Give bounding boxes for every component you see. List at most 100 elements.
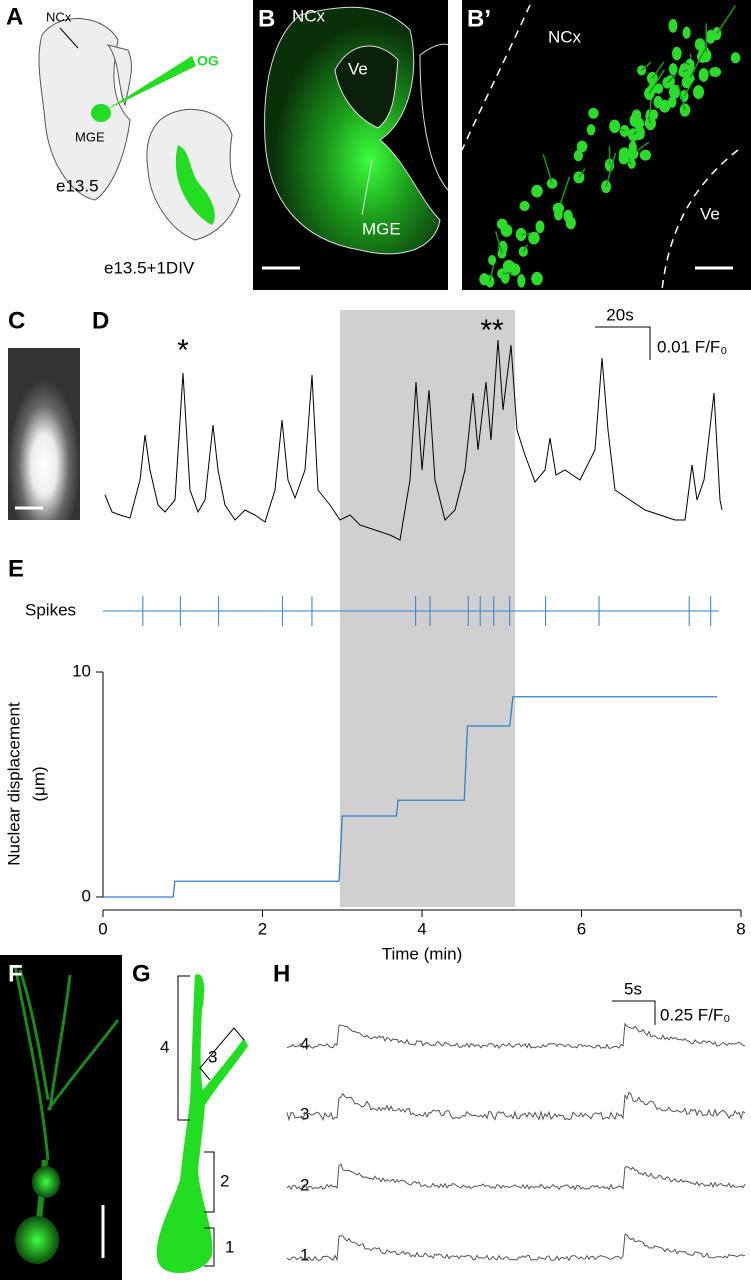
cell	[576, 140, 588, 153]
process	[648, 69, 666, 94]
scale-label: 20s	[606, 305, 633, 324]
cell	[682, 26, 691, 39]
bracket	[204, 1151, 215, 1213]
cell	[694, 38, 706, 51]
segment-label: 1	[225, 1237, 234, 1256]
panel-label: B’	[467, 5, 491, 32]
process	[685, 62, 691, 66]
process	[689, 46, 708, 79]
panel-label: E	[8, 555, 24, 582]
image-b	[253, 0, 449, 290]
annotation: *	[177, 334, 189, 367]
cell	[668, 84, 681, 99]
shaded-period	[340, 310, 515, 907]
segment-label: 2	[220, 1171, 229, 1190]
cell	[730, 52, 741, 64]
scale-bar	[595, 326, 651, 360]
process	[542, 153, 553, 184]
y-tick-label: 0	[82, 886, 91, 905]
image-b-prime	[461, 0, 751, 291]
process	[641, 61, 652, 71]
cell	[668, 63, 678, 76]
cell	[639, 149, 652, 161]
x-tick-label: 8	[736, 919, 745, 938]
cell	[618, 147, 631, 160]
x-tick-label: 4	[417, 919, 426, 938]
process	[605, 152, 617, 187]
label: MGE	[75, 129, 105, 144]
panel-label: F	[8, 960, 23, 987]
cell	[573, 149, 583, 162]
process	[716, 5, 737, 35]
fluorescence-trace	[286, 1163, 746, 1191]
panel-label: C	[8, 307, 25, 334]
cell	[609, 119, 621, 134]
cell	[479, 273, 490, 286]
cell	[517, 274, 526, 288]
annotation: **	[480, 314, 504, 347]
bracket	[177, 975, 190, 1121]
cell	[488, 255, 497, 266]
label: e13.5	[56, 176, 99, 195]
cell	[519, 200, 530, 212]
x-tick-label: 6	[577, 919, 586, 938]
bracket	[204, 1227, 215, 1267]
process	[522, 244, 529, 252]
image-c	[8, 348, 80, 520]
panel-label: G	[132, 960, 151, 987]
scale-label: 0.01 F/F₀	[657, 337, 727, 356]
fluorescence-trace	[286, 1233, 746, 1262]
cell	[668, 19, 678, 33]
cell	[636, 126, 645, 140]
process	[502, 272, 513, 275]
label: Ve	[348, 59, 368, 78]
y-tick-label: 10	[72, 661, 91, 680]
neuron-drawing	[156, 974, 248, 1274]
process	[578, 168, 586, 178]
cell	[515, 227, 527, 242]
segment-label: 4	[160, 1037, 169, 1056]
bracket	[199, 1027, 245, 1081]
panel-label: B	[258, 5, 275, 32]
label: OG	[197, 53, 219, 69]
calcium-trace	[104, 339, 723, 541]
process	[651, 61, 665, 79]
cell	[497, 248, 507, 259]
trace-label: 4	[300, 1034, 309, 1053]
x-tick-label: 2	[258, 919, 267, 938]
x-tick-label: 0	[98, 919, 107, 938]
process	[647, 116, 652, 124]
cell	[586, 124, 596, 136]
segment-label: 3	[208, 1047, 217, 1066]
panel-label: H	[273, 960, 290, 987]
cell	[588, 107, 599, 119]
cell	[496, 218, 508, 230]
process	[666, 74, 677, 84]
fluorescence-trace	[286, 1022, 746, 1050]
x-axis-title: Time (min)	[382, 944, 463, 963]
label: NCx	[548, 27, 582, 46]
scale-label: 5s	[624, 979, 642, 998]
cell	[653, 95, 663, 109]
y-axis-title: (μm)	[29, 766, 48, 801]
trace-label: 1	[300, 1245, 309, 1264]
scale-label: 0.25 F/F₀	[660, 1005, 730, 1024]
label: NCx	[46, 9, 72, 24]
schematic-a	[38, 18, 241, 241]
cell	[671, 46, 682, 61]
scale-bar	[612, 1000, 656, 1025]
displacement-line	[103, 696, 718, 898]
image-f	[0, 955, 122, 1280]
label: NCx	[292, 6, 326, 25]
cell	[531, 271, 543, 286]
spikes-label: Spikes	[25, 600, 76, 619]
cell	[709, 66, 722, 78]
cell	[632, 117, 644, 129]
cell	[531, 184, 543, 198]
cell	[528, 231, 540, 245]
process	[495, 231, 503, 254]
label: Ve	[700, 204, 720, 223]
panel-label: D	[92, 307, 109, 334]
cell	[698, 68, 709, 82]
